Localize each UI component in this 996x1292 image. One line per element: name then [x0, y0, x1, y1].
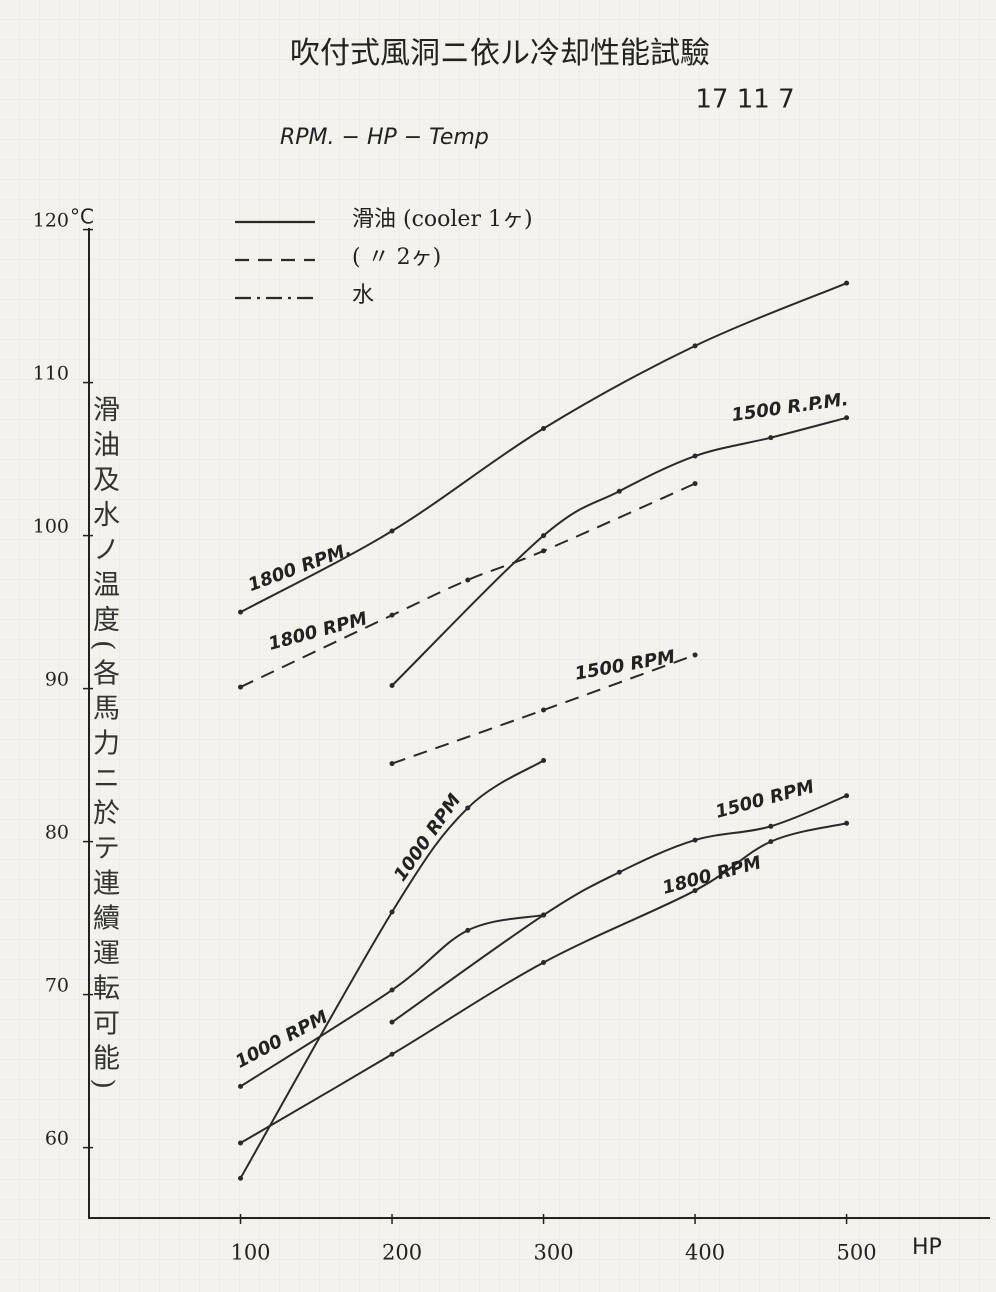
y-tick-label: 60 — [45, 1128, 69, 1150]
legend-label: 水 — [352, 283, 374, 308]
data-point — [389, 987, 395, 993]
data-point — [541, 425, 547, 431]
series-line — [239, 759, 545, 1179]
legend-label: 滑油 (cooler 1ヶ) — [352, 207, 533, 232]
series-line — [391, 654, 696, 765]
y-tick-label: 90 — [45, 669, 69, 691]
data-point — [692, 652, 698, 658]
chart-title: 吹付式風洞ニ依ル冷却性能試驗 — [290, 36, 710, 71]
data-point — [465, 577, 471, 583]
data-point — [768, 839, 774, 845]
legend-label: ( 〃 2ヶ) — [352, 245, 441, 270]
data-point — [389, 612, 395, 618]
y-tick-label: 120 — [33, 210, 69, 232]
data-point — [238, 609, 244, 615]
data-point — [541, 758, 547, 764]
data-point — [768, 823, 774, 829]
data-point — [238, 1175, 244, 1181]
data-point — [389, 528, 395, 534]
data-point — [541, 548, 547, 554]
data-point — [238, 1083, 244, 1089]
x-tick-label: 500 — [837, 1241, 877, 1265]
data-point — [768, 435, 774, 441]
data-point — [844, 793, 850, 799]
x-tick-label: 300 — [533, 1241, 573, 1265]
series-line — [240, 482, 696, 688]
y-axis-label: 滑油及水ノ温度(各馬力ニ於テ連續運転可能) — [88, 395, 119, 1098]
x-tick-label: 200 — [382, 1241, 422, 1265]
data-point — [541, 707, 547, 713]
data-point — [844, 280, 850, 286]
x-tick-label: 400 — [685, 1241, 725, 1265]
data-point — [692, 481, 698, 487]
y-tick-label: 70 — [45, 975, 69, 997]
data-point — [844, 415, 850, 421]
data-point — [465, 927, 471, 933]
data-point — [541, 912, 547, 918]
data-point — [389, 1019, 395, 1025]
data-point — [465, 805, 471, 811]
x-axis-label: HP — [912, 1235, 942, 1260]
y-unit: °C — [70, 205, 94, 229]
data-point — [389, 761, 395, 767]
data-point — [692, 343, 698, 349]
data-point — [692, 837, 698, 843]
series-line — [239, 914, 544, 1088]
data-point — [541, 959, 547, 965]
data-point — [238, 684, 244, 690]
data-point — [616, 869, 622, 875]
data-point — [616, 488, 622, 494]
data-point — [692, 888, 698, 894]
data-point — [844, 820, 850, 826]
data-point — [541, 533, 547, 539]
x-tick-label: 100 — [230, 1241, 270, 1265]
date: 17 11 7 — [695, 85, 794, 115]
data-point — [389, 909, 395, 915]
data-point — [389, 1051, 395, 1057]
y-tick-label: 80 — [45, 822, 69, 844]
data-point — [692, 453, 698, 459]
y-tick-label: 110 — [33, 363, 69, 385]
series-line — [391, 794, 847, 1023]
subtitle: RPM. − HP − Temp — [280, 125, 489, 150]
data-point — [238, 1140, 244, 1146]
data-point — [389, 683, 395, 689]
y-tick-label: 100 — [33, 516, 69, 538]
